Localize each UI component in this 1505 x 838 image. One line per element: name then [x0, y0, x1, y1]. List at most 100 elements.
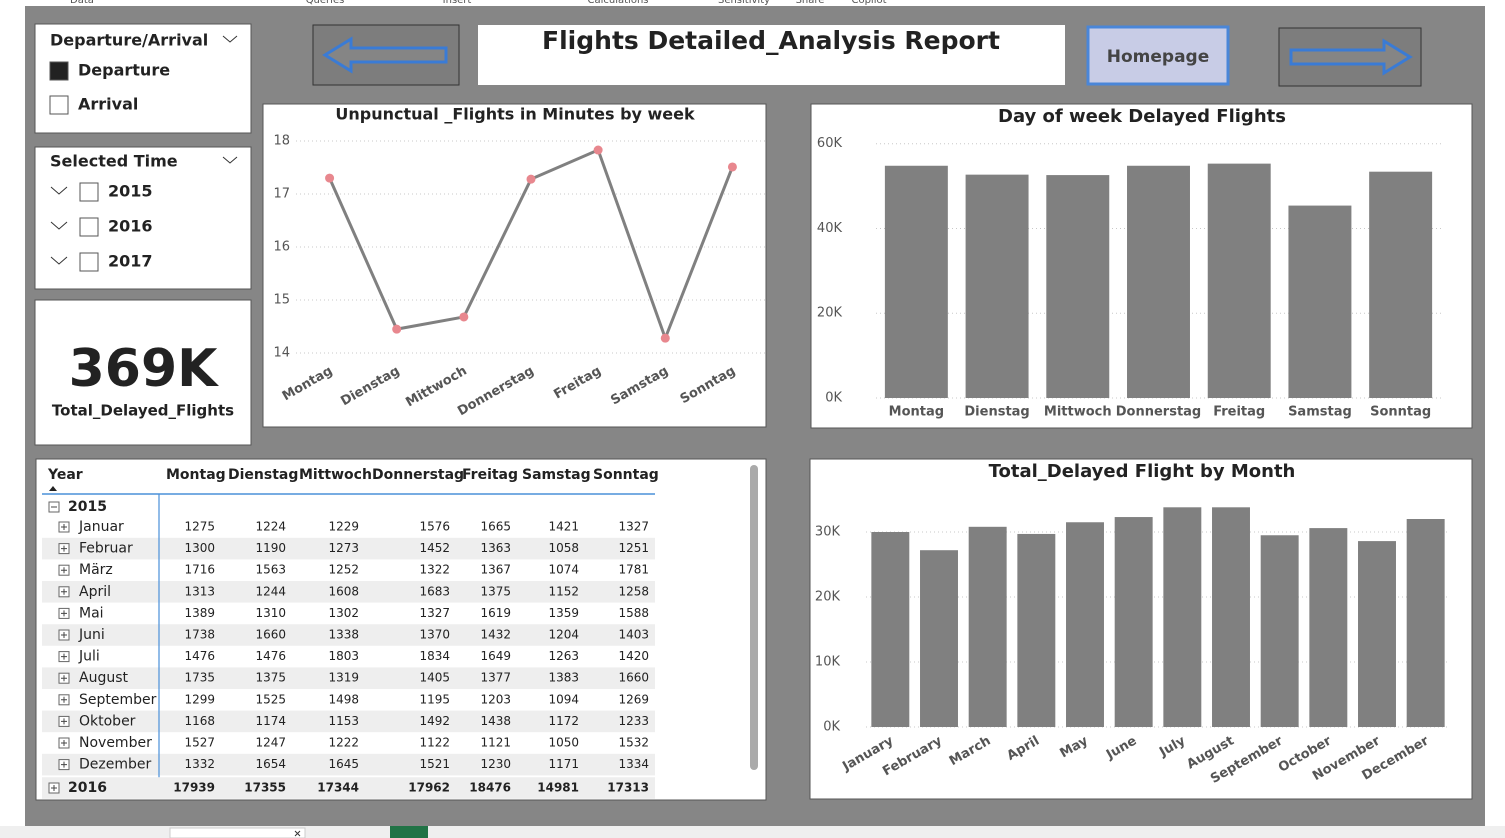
homepage-button[interactable] — [1086, 25, 1230, 86]
cell: 1803 — [328, 649, 359, 663]
cell: 1263 — [548, 649, 579, 663]
cell: 1532 — [618, 736, 649, 750]
column-header[interactable]: Mittwoch — [299, 467, 372, 483]
cell: 1247 — [255, 736, 286, 750]
column-header[interactable]: Dienstag — [228, 467, 298, 483]
cell: 1492 — [419, 714, 450, 728]
left-arrow — [322, 36, 448, 74]
row-header[interactable]: Januar — [78, 519, 124, 535]
slicer-item[interactable]: 2016 — [108, 217, 153, 236]
column-header[interactable]: Montag — [166, 467, 226, 483]
cell: 1327 — [419, 606, 450, 620]
slicer-item[interactable]: 2015 — [108, 182, 153, 201]
bar — [871, 532, 910, 727]
ribbon-label[interactable]: Sensitivity — [718, 0, 770, 6]
dropdown-chevron[interactable] — [222, 35, 238, 43]
expand-chevron[interactable] — [50, 186, 68, 195]
row-header[interactable]: August — [79, 670, 129, 686]
ribbon-label[interactable]: Data — [70, 0, 94, 6]
row-header[interactable]: Dezember — [79, 757, 151, 773]
add-tab[interactable] — [390, 826, 428, 838]
card-label: Total_Delayed_Flights — [52, 402, 234, 420]
cell: 1716 — [184, 563, 215, 577]
y-tick-label: 0K — [823, 720, 840, 735]
bar — [1114, 517, 1153, 727]
checkbox[interactable] — [79, 252, 99, 272]
checkbox[interactable] — [79, 217, 99, 237]
row-header[interactable]: Juli — [78, 649, 100, 665]
marker — [325, 173, 335, 183]
chart-panel — [262, 103, 767, 428]
cell: 1152 — [548, 584, 579, 598]
column-header[interactable]: Donnerstag — [372, 467, 464, 483]
sheet-bar — [0, 826, 1505, 838]
y-tick-label: 18 — [273, 134, 290, 149]
cell: 1563 — [255, 563, 286, 577]
scrollbar[interactable] — [750, 465, 758, 770]
dropdown-chevron[interactable] — [222, 156, 238, 164]
cell: 1229 — [328, 520, 359, 534]
cell: 1252 — [328, 563, 359, 577]
y-tick-label: 15 — [273, 293, 290, 308]
row-header[interactable]: Oktober — [79, 713, 136, 729]
cell: 1251 — [618, 541, 649, 555]
row-header[interactable]: Februar — [79, 541, 133, 557]
row-header[interactable]: September — [79, 692, 157, 708]
y-tick-label: 16 — [273, 240, 290, 255]
row-header[interactable]: Juni — [78, 627, 105, 643]
expand-glyph — [61, 696, 67, 703]
checkbox[interactable] — [49, 95, 69, 115]
column-header[interactable]: Freitag — [462, 467, 518, 483]
slicer-item[interactable]: Arrival — [78, 95, 138, 114]
column-header[interactable]: Samstag — [522, 467, 591, 483]
cell: 14981 — [537, 781, 579, 795]
x-tick-label: Dienstag — [964, 405, 1029, 420]
row-band — [42, 667, 655, 689]
row-header[interactable]: 2016 — [68, 780, 107, 796]
ribbon-label[interactable]: Share — [796, 0, 825, 6]
y-tick-label: 0K — [825, 391, 842, 406]
column-header[interactable]: Year — [47, 467, 83, 483]
slicer-item[interactable]: Departure — [78, 61, 170, 80]
row-header[interactable]: März — [79, 562, 113, 578]
x-tick-label: Mittwoch — [1044, 405, 1112, 420]
checkbox[interactable] — [79, 182, 99, 202]
cell: 1405 — [419, 671, 450, 685]
ribbon-label[interactable]: Queries — [306, 0, 345, 6]
close-icon[interactable] — [294, 830, 301, 837]
row-header[interactable]: Mai — [79, 605, 104, 621]
chart-title: Day of week Delayed Flights — [998, 106, 1286, 127]
ribbon-label[interactable]: Calculations — [588, 0, 649, 6]
row-header[interactable]: 2015 — [68, 499, 107, 515]
ribbon-label[interactable]: Insert — [443, 0, 472, 6]
expand-chevron[interactable] — [50, 221, 68, 230]
chart-title: Unpunctual _Flights in Minutes by week — [335, 105, 695, 124]
row-header[interactable]: April — [79, 584, 111, 600]
cell: 1438 — [480, 714, 511, 728]
sheet-tab[interactable] — [169, 827, 306, 838]
marker — [593, 145, 603, 155]
slicer-title: Selected Time — [50, 152, 178, 171]
cell: 1258 — [618, 584, 649, 598]
y-tick-label: 20K — [815, 590, 841, 605]
checkbox[interactable] — [49, 61, 69, 81]
cell: 1476 — [184, 649, 215, 663]
row-band — [42, 581, 655, 603]
expand-chevron[interactable] — [50, 256, 68, 265]
cell: 1359 — [548, 606, 579, 620]
cell: 1375 — [480, 584, 511, 598]
cell: 1338 — [328, 628, 359, 642]
cell: 1222 — [328, 736, 359, 750]
cell: 1476 — [255, 649, 286, 663]
card-value: 369K — [69, 339, 220, 399]
bar — [920, 550, 958, 727]
ribbon-label[interactable]: Copilot — [851, 0, 886, 6]
slicer-item[interactable]: 2017 — [108, 252, 153, 271]
cell: 1370 — [419, 628, 450, 642]
slicer-panel — [34, 23, 252, 134]
column-header[interactable]: Sonntag — [593, 467, 659, 483]
row-header[interactable]: November — [79, 735, 152, 751]
homepage-label[interactable]: Homepage — [1107, 47, 1210, 67]
cell: 1273 — [328, 541, 359, 555]
expand-glyph — [61, 632, 67, 638]
